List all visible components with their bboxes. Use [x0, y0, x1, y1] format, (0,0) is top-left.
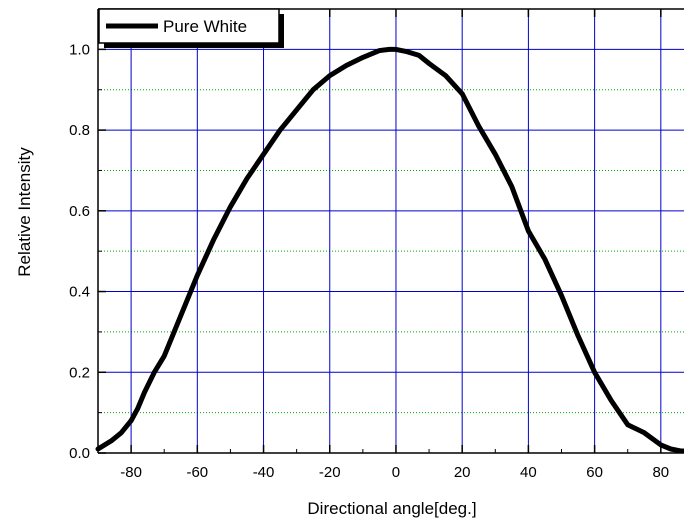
y-tick-label: 0.0 — [69, 445, 90, 462]
x-tick-label: -40 — [253, 464, 275, 481]
y-tick-label: 0.4 — [69, 284, 90, 301]
x-tick-label: 60 — [586, 464, 603, 481]
x-tick-label: -20 — [319, 464, 341, 481]
y-tick-label: 1.0 — [69, 41, 90, 58]
series-layer — [95, 46, 684, 454]
y-tick-label: 0.8 — [69, 122, 90, 139]
x-tick-label: -60 — [186, 464, 208, 481]
series-line-pure-white — [95, 46, 684, 454]
x-tick-label: 20 — [454, 464, 471, 481]
ticks — [97, 9, 662, 454]
x-tick-label: 40 — [520, 464, 537, 481]
x-tick-label: -80 — [120, 464, 142, 481]
y-axis-title: Relative Intensity — [15, 147, 34, 277]
legend: Pure White — [98, 8, 284, 48]
x-axis-title: Directional angle[deg.] — [307, 499, 476, 518]
tick-labels: -80 -60 -40 -20 0 20 40 60 80 0.0 0.2 0.4 0.6 0.8 1.0 — [69, 41, 669, 481]
legend-label: Pure White — [163, 17, 247, 36]
x-tick-label: 80 — [652, 464, 669, 481]
y-tick-label: 0.2 — [69, 364, 90, 381]
x-tick-label: 0 — [392, 464, 400, 481]
plot-frame — [97, 8, 684, 454]
grid — [98, 9, 684, 453]
y-tick-label: 0.6 — [69, 203, 90, 220]
